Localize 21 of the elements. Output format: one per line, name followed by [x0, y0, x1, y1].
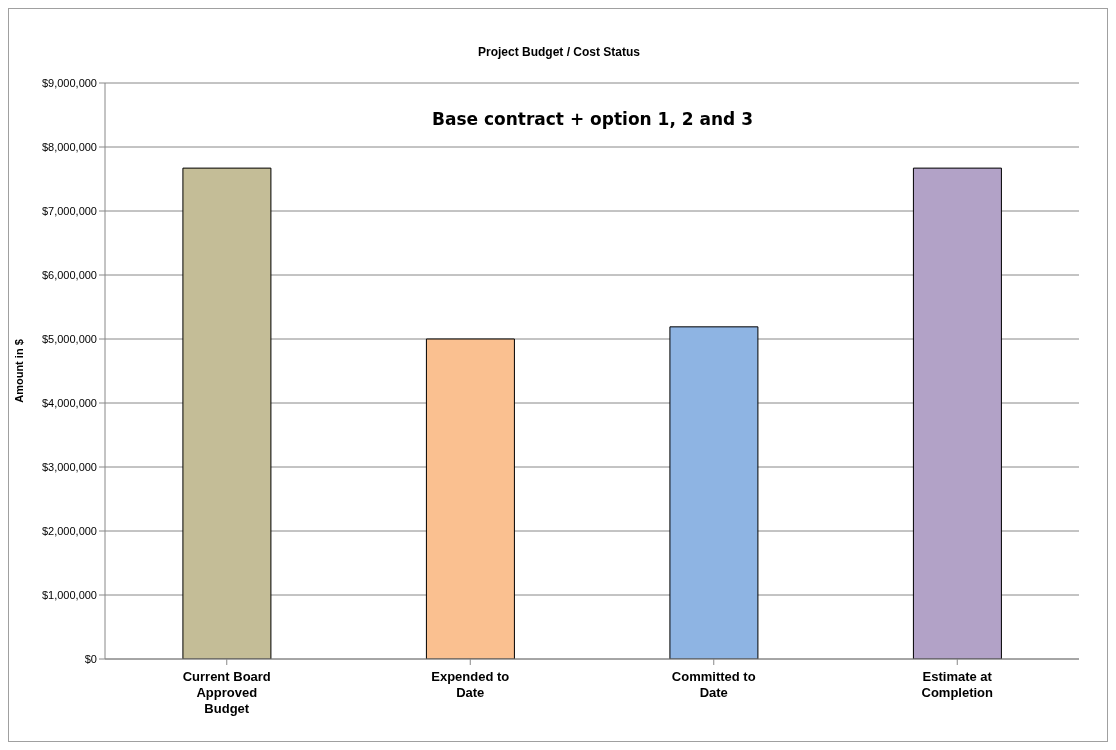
bar	[425, 338, 515, 659]
y-tick-label: $2,000,000	[41, 524, 97, 537]
y-tick-label: $6,000,000	[41, 268, 97, 281]
y-tick-label: $4,000,000	[41, 396, 97, 409]
y-tick-label: $9,000,000	[41, 76, 97, 89]
x-tick-label: Estimate at Completion	[921, 669, 994, 700]
x-tick-label: Expended to Date	[431, 669, 510, 700]
y-tick-label: $7,000,000	[41, 204, 97, 217]
bar	[669, 326, 759, 659]
y-tick-label: $0	[84, 652, 97, 665]
x-tick-label: Current Board Approved Budget	[182, 669, 271, 716]
annotation: Base contract + option 1, 2 and 3	[430, 109, 755, 129]
bar	[182, 167, 272, 659]
y-tick-label: $3,000,000	[41, 460, 97, 473]
y-tick-label: $8,000,000	[41, 140, 97, 153]
x-tick-label: Committed to Date	[671, 669, 756, 700]
y-tick-label: $1,000,000	[41, 588, 97, 601]
bar	[912, 167, 1002, 659]
chart-title: Project Budget / Cost Status	[477, 45, 641, 59]
y-axis-title: Amount in $	[12, 339, 25, 403]
y-tick-label: $5,000,000	[41, 332, 97, 345]
